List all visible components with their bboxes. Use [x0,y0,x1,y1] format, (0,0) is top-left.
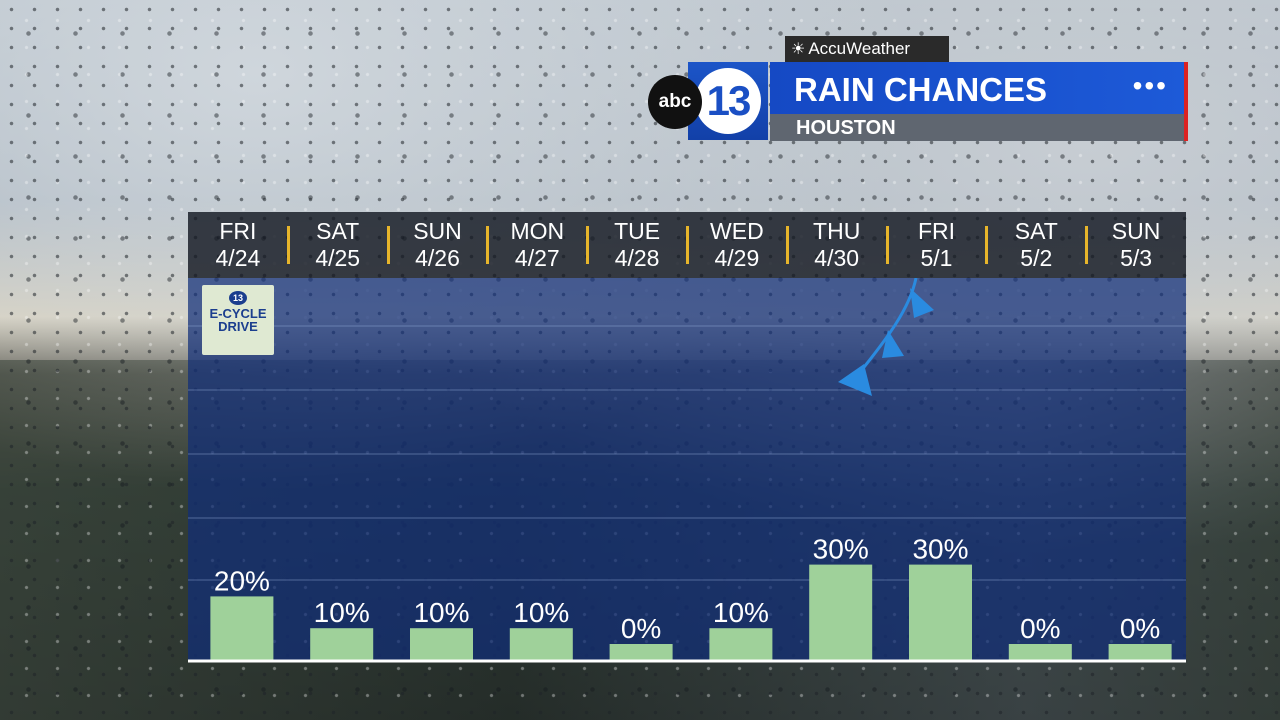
column-separator [985,226,989,264]
bar-value-label: 10% [713,597,769,628]
abc-logo: abc [648,75,702,129]
column-separator [1085,226,1089,264]
bar-sun-4-26 [410,628,473,660]
day-date: 4/29 [714,245,760,271]
day-name: SUN [1111,218,1161,244]
column-separator [286,226,290,264]
day-header-2: SUN 4/26 [388,212,490,278]
day-header-row: FRI 4/24 SAT 4/25 SUN 4/26 MON 4/27 TUE 4/28 WED 4/… [188,212,1186,278]
bar-value-label: 30% [813,534,869,565]
day-name: SAT [1014,218,1058,244]
day-name: THU [813,218,861,244]
provider-label: AccuWeather [808,39,911,58]
day-date: 5/3 [1120,245,1153,271]
accuweather-badge: ☀ AccuWeather [785,36,949,62]
column-separator [885,226,889,264]
day-date: 4/27 [514,245,560,271]
subtitle-bar: HOUSTON [770,114,1188,141]
bar-wed-4-29 [709,628,773,660]
day-date: 5/2 [1020,245,1053,271]
day-header-8: SAT 5/2 [986,212,1089,278]
cold-front-triangle [910,288,934,318]
column-separator [486,226,490,264]
day-name: FRI [917,218,955,244]
bar-fri-5-1 [909,564,972,660]
logo-abc-text: abc [658,91,692,112]
day-name: FRI [219,218,257,244]
day-name: TUE [614,218,661,244]
day-header-0: FRI 4/24 [188,212,290,278]
accent-edge [1184,62,1188,141]
day-name: WED [710,218,764,244]
day-header-9: SUN 5/3 [1086,212,1186,278]
day-header-4: TUE 4/28 [587,212,689,278]
day-header-6: THU 4/30 [787,212,889,278]
day-header-1: SAT 4/25 [288,212,390,278]
day-header-3: MON 4/27 [487,212,590,278]
day-name: SUN [413,218,462,244]
bar-mon-4-27 [509,628,573,660]
day-date: 4/25 [315,245,361,271]
bar-value-label: 0% [621,613,661,644]
logo-number: 13 [706,77,752,124]
title-bar: RAIN CHANCES ••• [770,62,1188,114]
cold-front-triangle [882,330,904,358]
day-header-7: FRI 5/1 [887,212,989,278]
bar-sat-4-25 [310,628,374,660]
bar-value-label: 20% [214,565,270,596]
bar-value-label: 0% [1020,613,1060,644]
day-date: 4/24 [215,245,261,271]
column-separator [685,226,689,264]
bar-thu-4-30 [809,564,873,660]
day-name: MON [510,218,565,244]
bar-sun-5-3 [1108,644,1172,660]
column-separator [586,226,590,264]
badge-line1: E-CYCLE [209,306,267,321]
bar-value-label: 10% [513,597,569,628]
bar-value-label: 10% [413,597,469,628]
bar-value-label: 30% [912,534,968,565]
bar-value-label: 0% [1120,613,1160,644]
ecycle-drive-badge: 13 E-CYCLE DRIVE [202,285,274,355]
bar-tue-4-28 [609,644,673,660]
menu-dots-icon: ••• [1132,70,1168,101]
plot-area [188,278,1186,662]
rain-chance-chart: 20% 10% 10% 10% 0% 10% 30% 30% 0% 0% [188,278,1186,663]
bar-value-label: 10% [314,597,370,628]
bar-sat-5-2 [1008,644,1072,660]
day-date: 4/26 [415,245,460,271]
mini-logo-icon: 13 [229,291,247,305]
cold-front-triangle [838,364,872,396]
day-header-5: WED 4/29 [687,212,789,278]
day-date: 5/1 [920,245,953,271]
column-separator [785,226,789,264]
bar-fri-4-24 [210,596,274,660]
day-date: 4/30 [814,245,860,271]
location-label: HOUSTON [796,117,896,139]
sun-icon: ☀ [791,41,806,58]
day-name: SAT [316,218,360,244]
day-date: 4/28 [614,245,660,271]
column-separator [386,226,390,264]
badge-line2: DRIVE [218,319,258,334]
page-title: RAIN CHANCES [794,71,1048,108]
